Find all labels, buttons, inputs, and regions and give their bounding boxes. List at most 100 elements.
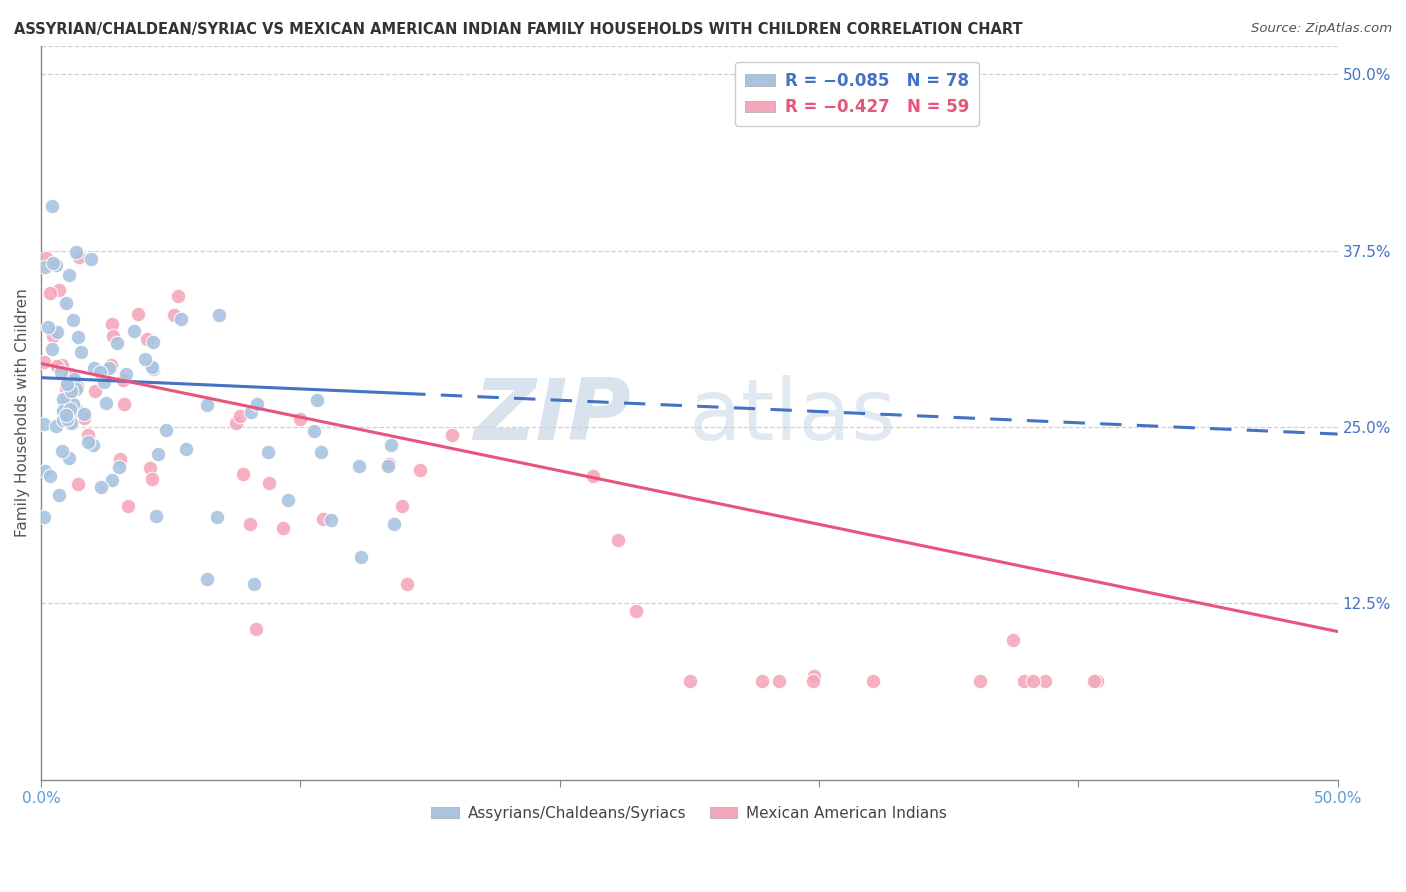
Point — [239, 517, 262, 532]
Point — [380, 438, 402, 452]
Point — [52, 392, 75, 407]
Point — [803, 669, 825, 683]
Point — [679, 673, 702, 688]
Point — [862, 673, 884, 688]
Point — [32, 417, 55, 432]
Point — [56, 411, 79, 425]
Point — [141, 359, 163, 374]
Point — [441, 428, 464, 442]
Point — [55, 296, 77, 310]
Point — [115, 367, 138, 381]
Point — [84, 384, 107, 398]
Point — [45, 259, 67, 273]
Point — [145, 508, 167, 523]
Point — [347, 459, 370, 474]
Point — [307, 392, 329, 407]
Point — [136, 332, 159, 346]
Point — [76, 427, 98, 442]
Point — [1085, 673, 1108, 688]
Point — [56, 402, 79, 417]
Point — [174, 442, 197, 457]
Point — [42, 255, 65, 269]
Point — [67, 330, 90, 344]
Point — [1083, 673, 1105, 688]
Point — [52, 403, 75, 417]
Point — [195, 572, 218, 586]
Point — [46, 359, 69, 374]
Point — [142, 334, 165, 349]
Point — [122, 324, 145, 338]
Point — [42, 329, 65, 343]
Point — [69, 344, 91, 359]
Point — [62, 372, 84, 386]
Point — [65, 382, 87, 396]
Point — [39, 469, 62, 483]
Point — [225, 417, 247, 431]
Point — [48, 488, 70, 502]
Point — [37, 320, 59, 334]
Point — [34, 260, 56, 274]
Point — [58, 450, 80, 465]
Point — [82, 438, 104, 452]
Point — [803, 673, 825, 688]
Point — [59, 401, 82, 416]
Point — [626, 603, 648, 617]
Point — [51, 359, 73, 373]
Point — [94, 396, 117, 410]
Point — [257, 444, 280, 458]
Point — [58, 268, 80, 283]
Point — [67, 251, 90, 265]
Point — [242, 576, 264, 591]
Point — [32, 355, 55, 369]
Point — [391, 500, 413, 514]
Point — [51, 444, 73, 458]
Point — [52, 412, 75, 426]
Point — [1014, 673, 1036, 688]
Point — [67, 477, 90, 491]
Point — [271, 521, 294, 535]
Point — [395, 577, 418, 591]
Point — [1022, 673, 1045, 688]
Point — [208, 308, 231, 322]
Point — [59, 367, 82, 381]
Point — [582, 468, 605, 483]
Point — [205, 510, 228, 524]
Point — [768, 673, 790, 688]
Point — [245, 622, 267, 636]
Point — [146, 447, 169, 461]
Point — [350, 550, 373, 565]
Point — [170, 312, 193, 326]
Point — [277, 492, 299, 507]
Point — [257, 475, 280, 490]
Point — [62, 312, 84, 326]
Point — [127, 307, 149, 321]
Point — [66, 379, 89, 393]
Point — [141, 472, 163, 486]
Point — [41, 342, 63, 356]
Point — [108, 459, 131, 474]
Point — [65, 245, 87, 260]
Point — [246, 397, 269, 411]
Point — [111, 373, 134, 387]
Point — [319, 513, 342, 527]
Point — [195, 399, 218, 413]
Point — [56, 392, 79, 407]
Point — [98, 360, 121, 375]
Point — [155, 423, 177, 437]
Point — [302, 425, 325, 439]
Point — [51, 365, 73, 379]
Text: atlas: atlas — [689, 375, 897, 458]
Point — [93, 376, 115, 390]
Point — [142, 361, 165, 376]
Text: ASSYRIAN/CHALDEAN/SYRIAC VS MEXICAN AMERICAN INDIAN FAMILY HOUSEHOLDS WITH CHILD: ASSYRIAN/CHALDEAN/SYRIAC VS MEXICAN AMER… — [14, 22, 1022, 37]
Point — [55, 376, 77, 391]
Point — [48, 283, 70, 297]
Point — [312, 511, 335, 525]
Point — [101, 329, 124, 343]
Point — [62, 397, 84, 411]
Point — [73, 410, 96, 425]
Point — [112, 397, 135, 411]
Y-axis label: Family Households with Children: Family Households with Children — [15, 288, 30, 537]
Point — [288, 412, 311, 426]
Point — [229, 409, 252, 424]
